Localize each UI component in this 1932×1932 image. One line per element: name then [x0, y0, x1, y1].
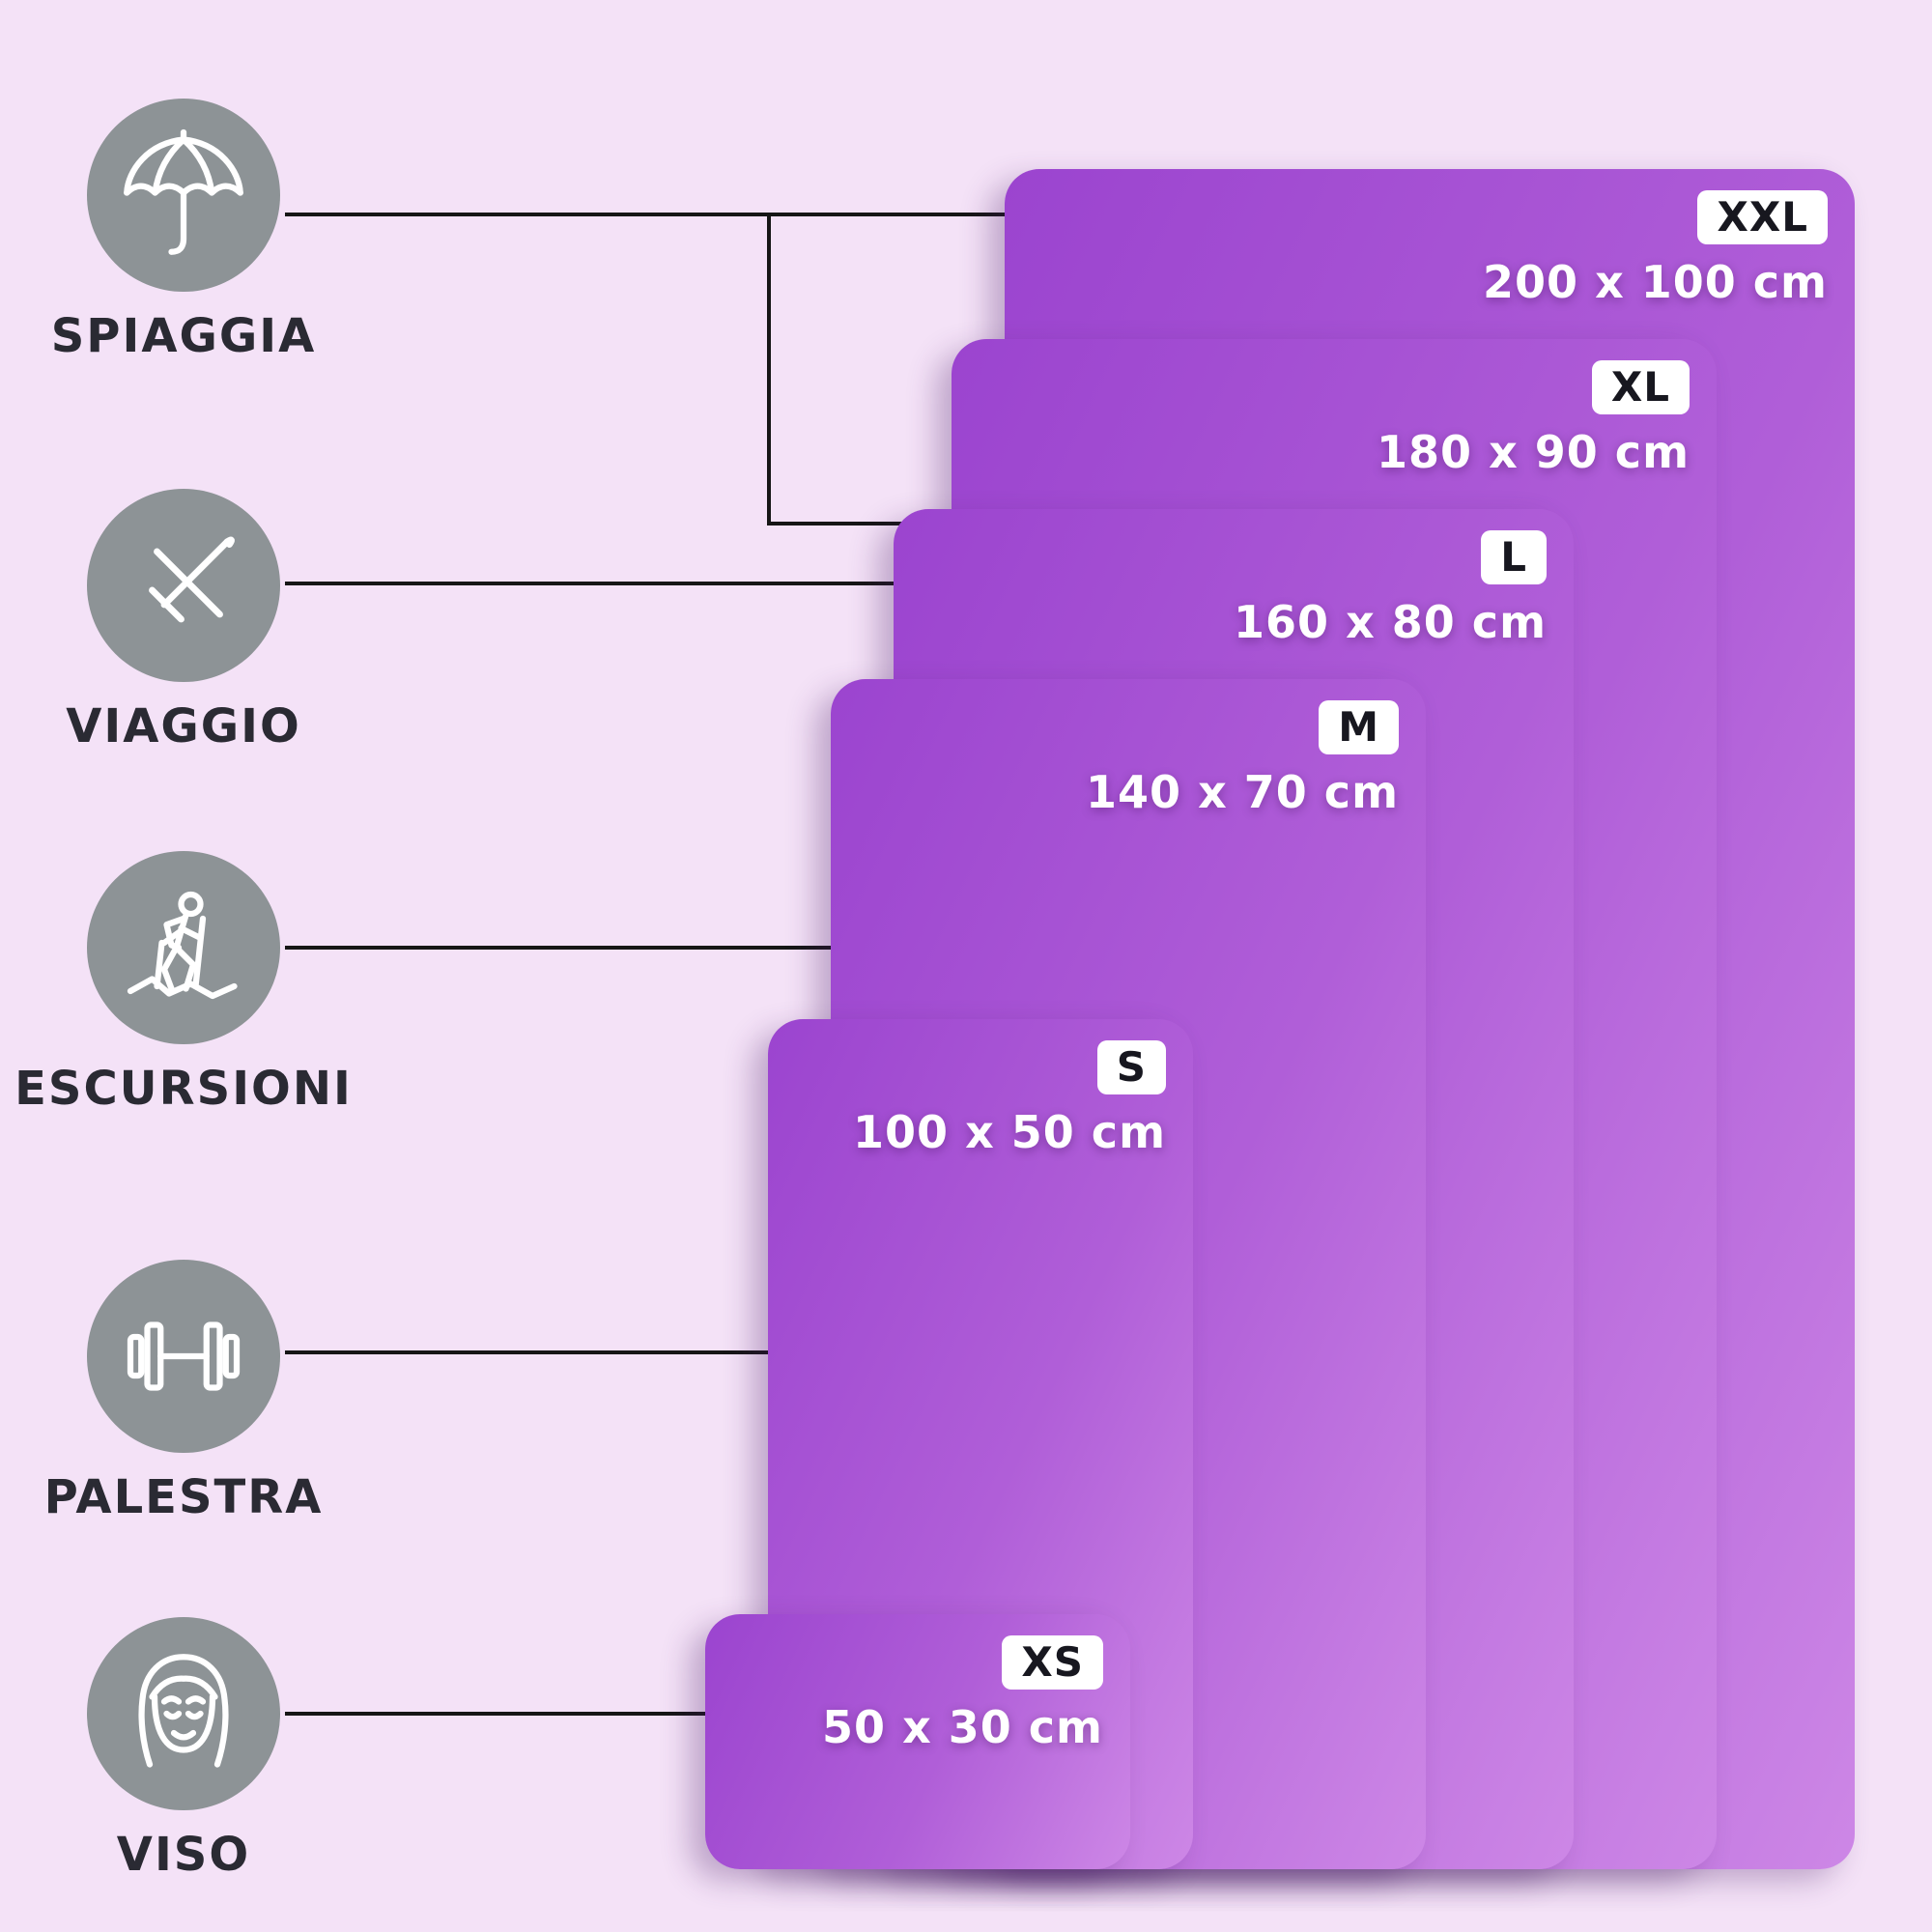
- size-tag: XS 50 x 30 cm: [822, 1635, 1103, 1753]
- size-tag: L 160 x 80 cm: [1234, 530, 1547, 648]
- size-tag: M 140 x 70 cm: [1086, 700, 1399, 818]
- category-spiaggia: SPIAGGIA: [0, 99, 367, 363]
- size-badge: XS: [1002, 1635, 1103, 1690]
- airplane-icon: [87, 489, 280, 682]
- category-palestra: PALESTRA: [0, 1260, 367, 1524]
- size-badge: XXL: [1697, 190, 1828, 245]
- size-dimensions: 50 x 30 cm: [822, 1701, 1103, 1754]
- connector-escursioni-m: [285, 946, 831, 950]
- connector-viaggio-l: [285, 582, 894, 585]
- face-icon: [87, 1617, 280, 1810]
- connector-spiaggia-xxl: [285, 213, 1005, 216]
- size-dimensions: 180 x 90 cm: [1377, 426, 1690, 479]
- hiker-icon: [87, 851, 280, 1044]
- category-label: SPIAGGIA: [50, 309, 317, 363]
- category-label: VISO: [116, 1828, 251, 1882]
- size-dimensions: 100 x 50 cm: [853, 1106, 1166, 1159]
- connector-viso-xs: [285, 1712, 705, 1716]
- beach-umbrella-icon: [87, 99, 280, 292]
- connector-spiaggia-branch: [767, 213, 771, 526]
- category-viaggio: VIAGGIO: [0, 489, 367, 753]
- category-viso: VISO: [0, 1617, 367, 1882]
- size-badge: XL: [1591, 360, 1690, 415]
- category-label: VIAGGIO: [66, 699, 301, 753]
- dumbbell-icon: [87, 1260, 280, 1453]
- connector-spiaggia-xl: [767, 522, 952, 526]
- size-dimensions: 140 x 70 cm: [1086, 766, 1399, 819]
- connector-palestra-s: [285, 1350, 768, 1354]
- size-dimensions: 200 x 100 cm: [1483, 256, 1828, 309]
- category-label: ESCURSIONI: [14, 1062, 353, 1116]
- category-label: PALESTRA: [43, 1470, 324, 1524]
- size-badge: M: [1319, 700, 1399, 755]
- size-tag: XXL 200 x 100 cm: [1483, 190, 1828, 308]
- size-badge: S: [1096, 1040, 1166, 1095]
- size-tag: XL 180 x 90 cm: [1377, 360, 1690, 478]
- category-escursioni: ESCURSIONI: [0, 851, 367, 1116]
- size-dimensions: 160 x 80 cm: [1234, 596, 1547, 649]
- size-card-xs: XS 50 x 30 cm: [705, 1614, 1130, 1869]
- size-tag: S 100 x 50 cm: [853, 1040, 1166, 1158]
- size-badge: L: [1481, 530, 1547, 585]
